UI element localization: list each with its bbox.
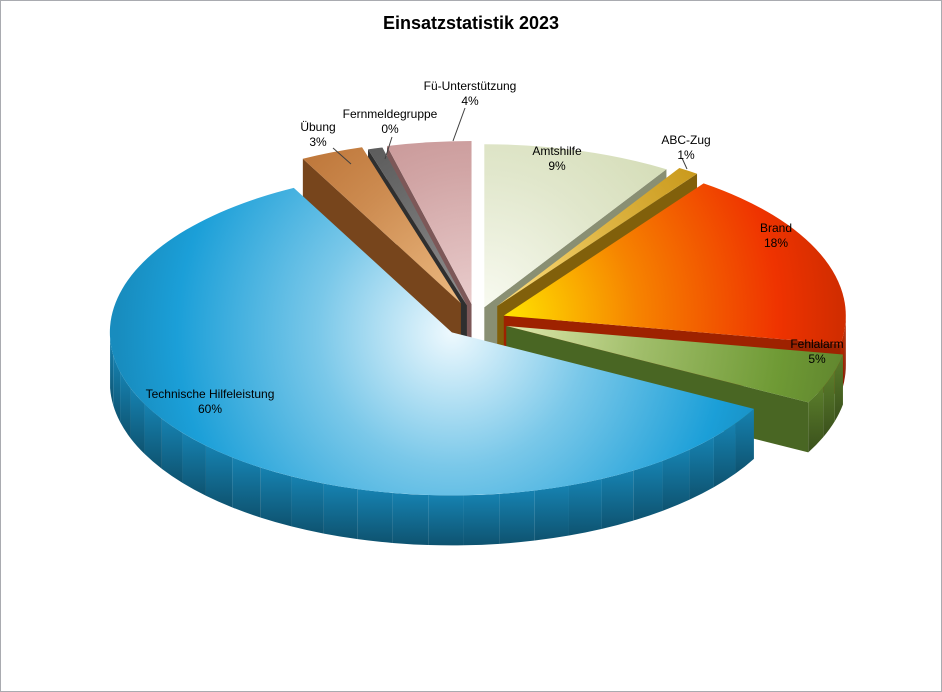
slice-rim-segment xyxy=(110,338,114,406)
slice-rim-segment xyxy=(735,408,754,474)
slice-rim-segment xyxy=(120,371,131,439)
slice-rim-segment xyxy=(823,371,835,438)
slice-rim-segment xyxy=(463,493,500,546)
slice-top-face xyxy=(302,147,461,304)
slice-rim-segment xyxy=(205,445,233,508)
slice-rim-segment xyxy=(357,489,393,543)
leader-line-fernmeldegruppe xyxy=(384,136,393,160)
slice-rim-segment xyxy=(291,476,324,534)
slice-top-face xyxy=(497,168,698,306)
slice-top-face xyxy=(506,325,843,403)
slice-rim-segment xyxy=(601,470,634,529)
slice-rim-segment xyxy=(113,355,121,422)
chart-title: Einsatzstatistik 2023 xyxy=(382,13,560,33)
slice-top-face xyxy=(503,183,846,345)
slice-top-face xyxy=(387,140,472,304)
slice-rim-segment xyxy=(834,354,843,422)
slice-rim-segment xyxy=(568,478,602,536)
slice-rim-segment xyxy=(713,423,736,488)
slice-rim-segment xyxy=(232,457,261,518)
slice-rim-segment xyxy=(161,418,183,483)
slice-rim-segment xyxy=(534,485,569,541)
slice-rim-segment xyxy=(844,314,846,382)
slice-top-face xyxy=(109,187,754,496)
slice-rim-segment xyxy=(808,387,824,453)
slice-top-face xyxy=(368,147,467,306)
slice-rim-segment xyxy=(130,388,145,454)
slice-rim-segment xyxy=(260,467,292,527)
slice-rim-segment xyxy=(144,403,162,469)
slice-rim-segment xyxy=(182,432,206,496)
pie-slice-technische-hilfeleistung xyxy=(109,187,754,546)
slice-rim-segment xyxy=(499,490,535,544)
leader-line-fue-unterstuetzung xyxy=(452,107,466,142)
slice-rim-segment xyxy=(689,437,714,500)
slice-rim-segment xyxy=(633,460,663,521)
leader-line-abc-zug xyxy=(681,157,688,170)
leader-line-uebung xyxy=(332,147,352,165)
slice-rim-segment xyxy=(323,483,358,540)
slice-rim-segment xyxy=(428,495,464,546)
slice-top-face xyxy=(484,144,667,308)
slice-rim-segment xyxy=(662,449,690,511)
slice-rim-segment xyxy=(392,492,429,546)
